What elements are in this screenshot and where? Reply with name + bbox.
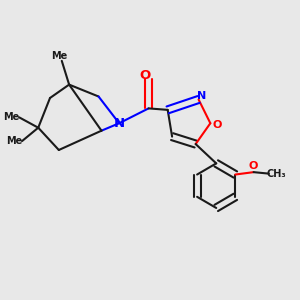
Text: O: O [212, 120, 221, 130]
Text: Me: Me [7, 136, 23, 146]
Text: Me: Me [3, 112, 19, 122]
Text: Me: Me [51, 51, 67, 62]
Text: O: O [140, 69, 151, 82]
Text: O: O [249, 161, 258, 171]
Text: N: N [197, 91, 207, 101]
Text: CH₃: CH₃ [266, 169, 286, 178]
Text: N: N [114, 117, 125, 130]
